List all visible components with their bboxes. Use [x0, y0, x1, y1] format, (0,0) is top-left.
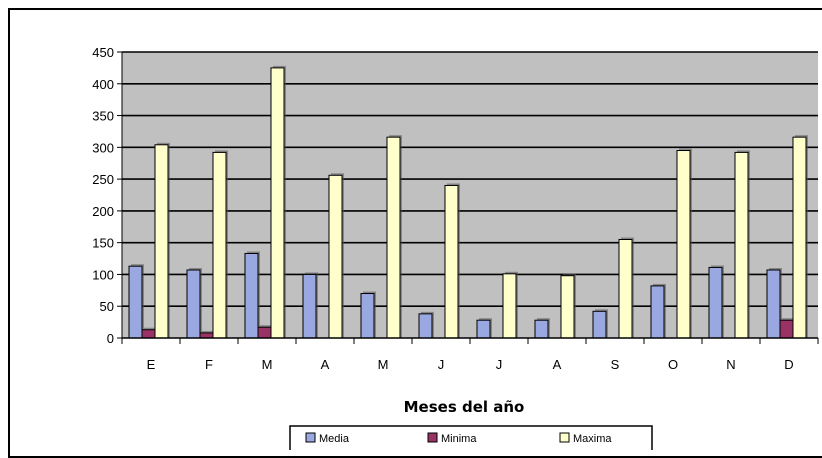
- bar-media: [650, 285, 665, 339]
- bar-maxima: [618, 238, 633, 339]
- x-tick-label: S: [611, 357, 620, 372]
- bar-maxima: [212, 151, 227, 339]
- gridlines: [122, 51, 818, 308]
- legend-swatch-media: [305, 432, 316, 443]
- bar-maxima: [328, 174, 343, 339]
- y-tick-label: 450: [92, 45, 114, 60]
- legend-label-maxima: Maxima: [573, 433, 612, 445]
- bar-maxima: [502, 273, 517, 339]
- y-tick-label: 100: [92, 267, 114, 282]
- y-tick-label: 150: [92, 236, 114, 251]
- y-tick-label: 400: [92, 77, 114, 92]
- bars: [128, 65, 808, 339]
- bar-media: [360, 293, 375, 339]
- x-tick-label: A: [321, 357, 330, 372]
- x-tick-label: D: [784, 357, 793, 372]
- x-tick-label: A: [553, 357, 562, 372]
- bar-maxima: [444, 184, 459, 339]
- y-tick-label: 300: [92, 140, 114, 155]
- bar-media: [708, 266, 723, 339]
- x-axis-label: Meses del año: [404, 398, 525, 416]
- bar-maxima: [792, 136, 807, 339]
- x-tick-label: O: [668, 357, 678, 372]
- bar-maxima: [154, 144, 169, 339]
- bar-media: [766, 269, 781, 339]
- bar-media: [592, 310, 607, 339]
- x-tick-label: F: [205, 357, 213, 372]
- bar-maxima: [386, 136, 401, 339]
- bar-media: [418, 313, 433, 339]
- bar-maxima: [676, 150, 691, 339]
- plot-background: [122, 52, 818, 338]
- bar-media: [186, 269, 201, 339]
- y-tick-label: 200: [92, 204, 114, 219]
- bar-maxima: [270, 67, 285, 339]
- x-tick-label: J: [438, 357, 445, 372]
- x-tick-label: N: [726, 357, 735, 372]
- y-axis: 0 50 100 150 200 250 300 350 400 450: [92, 45, 123, 346]
- bar-maxima: [560, 275, 575, 339]
- bar-minima: [141, 329, 156, 339]
- y-tick-label: 0: [107, 331, 114, 346]
- bar-media: [476, 319, 491, 339]
- legend-box: [289, 425, 653, 450]
- bar-minima: [257, 326, 272, 339]
- bar-media: [534, 319, 549, 339]
- x-tick-label: M: [378, 357, 389, 372]
- x-tick-label: E: [147, 357, 156, 372]
- y-tick-label: 250: [92, 172, 114, 187]
- y-tick-label: 350: [92, 109, 114, 124]
- x-tick-label: J: [496, 357, 503, 372]
- bar-media: [302, 273, 317, 339]
- bar-media: [128, 265, 143, 339]
- legend-label-media: Media: [319, 433, 350, 445]
- bar-media: [244, 252, 259, 339]
- legend-label-minima: Minima: [441, 433, 477, 445]
- bar-maxima: [734, 151, 749, 339]
- plot-area: [122, 52, 818, 338]
- legend: Media Minima Maxima: [289, 425, 653, 450]
- bar-minima: [779, 319, 794, 339]
- x-tick-label: M: [262, 357, 273, 372]
- legend-swatch-minima: [427, 432, 438, 443]
- legend-swatch-maxima: [559, 432, 570, 443]
- y-tick-label: 50: [100, 299, 114, 314]
